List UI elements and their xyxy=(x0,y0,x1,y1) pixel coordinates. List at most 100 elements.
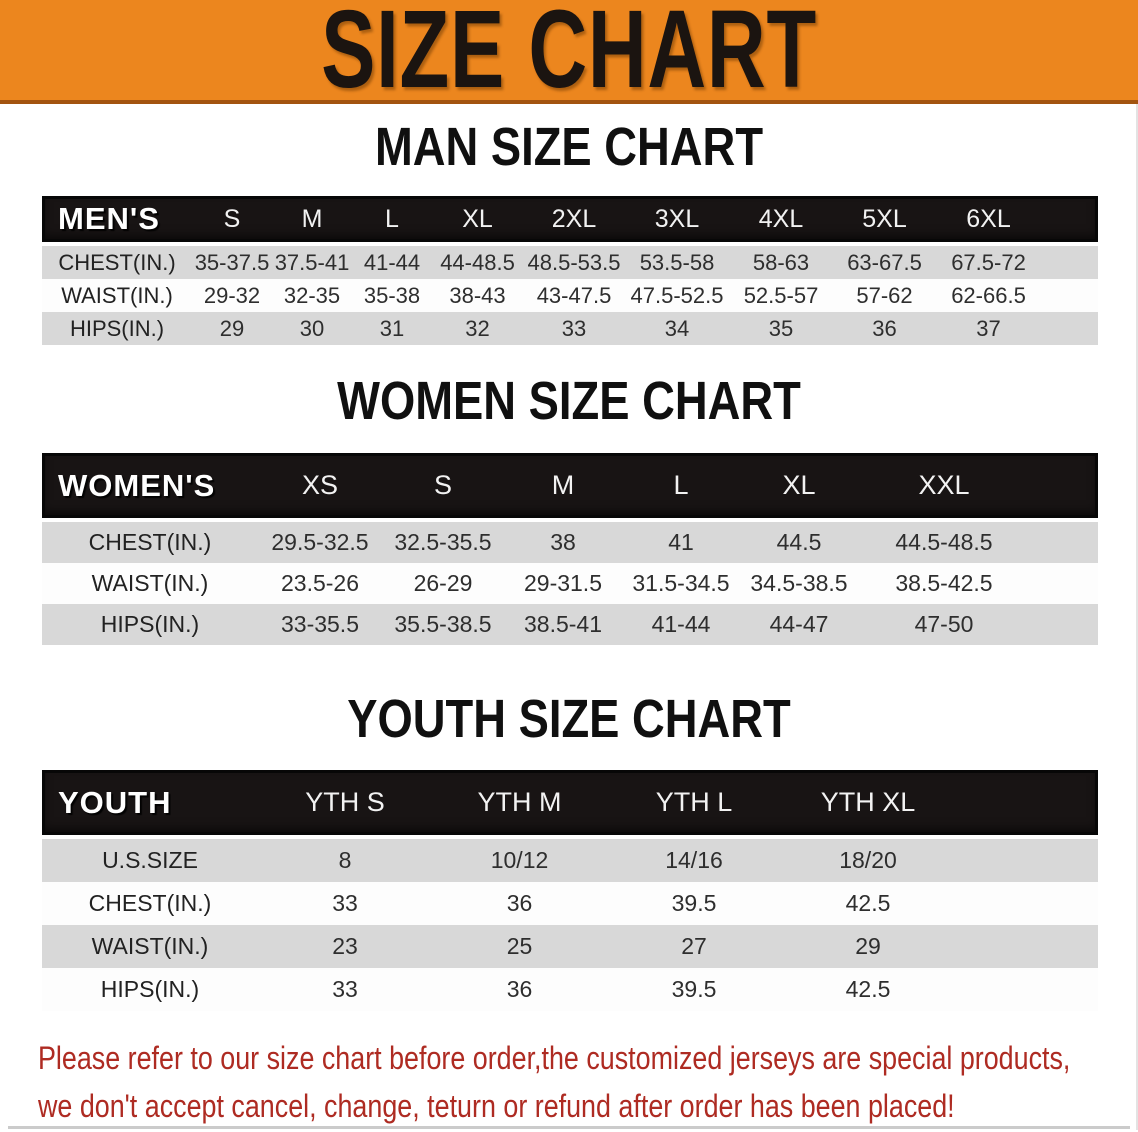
youth-size-table: YOUTH YTH S YTH M YTH L YTH XL U.S.SIZE … xyxy=(42,770,1098,1011)
womens-header-size: XS xyxy=(301,470,339,500)
spacer-cell xyxy=(955,968,1098,1011)
value-cell: 42.5 xyxy=(845,976,891,1002)
row-label-cell: WAIST(IN.) xyxy=(91,570,209,596)
value-cell: 41-44 xyxy=(363,249,421,275)
womens-header-size: XL xyxy=(782,470,816,500)
footer-note-line1: Please refer to our size chart before or… xyxy=(38,1040,1071,1076)
value-cell: 8 xyxy=(338,847,352,873)
right-edge-line xyxy=(1136,104,1138,1130)
mens-header-size: 6XL xyxy=(966,204,1011,233)
mens-table-header-row: MEN'S S M L XL 2XL 3XL 4XL 5XL 6XL xyxy=(42,196,1098,242)
value-cell: 48.5-53.5 xyxy=(527,249,621,275)
table-row-ussize: U.S.SIZE 8 10/12 14/16 18/20 xyxy=(42,839,1098,882)
banner: SIZE CHART xyxy=(0,0,1138,111)
value-cell: 37 xyxy=(976,315,1001,341)
row-label-cell: CHEST(IN.) xyxy=(58,249,176,275)
value-cell: 35-38 xyxy=(363,282,421,308)
value-cell: 36 xyxy=(506,976,533,1002)
table-row-waist: WAIST(IN.) 29-32 32-35 35-38 38-43 43-47… xyxy=(42,279,1098,312)
section-heading-women: WOMEN SIZE CHART xyxy=(0,370,1138,432)
value-cell: 14/16 xyxy=(665,847,723,873)
value-cell: 23 xyxy=(332,933,358,959)
value-cell: 37.5-41 xyxy=(274,249,350,275)
value-cell: 58-63 xyxy=(752,249,810,275)
value-cell: 38-43 xyxy=(449,282,506,308)
value-cell: 39.5 xyxy=(671,890,717,916)
footer-note-line2: we don't accept cancel, change, teturn o… xyxy=(38,1088,955,1124)
mens-header-size: XL xyxy=(462,204,493,233)
youth-header-size: YTH L xyxy=(655,787,733,817)
spacer-cell xyxy=(1030,453,1098,518)
value-cell: 62-66.5 xyxy=(951,282,1026,308)
spacer-cell xyxy=(1041,279,1098,312)
youth-header-label: YOUTH xyxy=(58,784,172,820)
value-cell: 38 xyxy=(550,529,576,555)
row-label-cell: CHEST(IN.) xyxy=(88,529,212,555)
value-cell: 34.5-38.5 xyxy=(750,570,848,596)
value-cell: 35-37.5 xyxy=(194,249,270,275)
value-cell: 33 xyxy=(561,315,587,341)
section-heading-men-text: MAN SIZE CHART xyxy=(374,117,764,177)
value-cell: 25 xyxy=(506,933,533,959)
spacer-cell xyxy=(1041,196,1098,242)
value-cell: 10/12 xyxy=(490,847,549,873)
mens-header-size: 3XL xyxy=(654,204,700,233)
section-heading-men: MAN SIZE CHART xyxy=(0,116,1138,178)
table-row-chest: CHEST(IN.) 29.5-32.5 32.5-35.5 38 41 44.… xyxy=(42,522,1098,563)
value-cell: 33-35.5 xyxy=(280,611,359,637)
mens-header-size: 4XL xyxy=(758,204,804,233)
womens-header-size: S xyxy=(433,470,452,500)
value-cell: 29-31.5 xyxy=(523,570,602,596)
table-row-hips: HIPS(IN.) 33 36 39.5 42.5 xyxy=(42,968,1098,1011)
mens-header-size: 5XL xyxy=(862,204,907,233)
spacer-cell xyxy=(1030,522,1098,563)
table-row-hips: HIPS(IN.) 29 30 31 32 33 34 35 36 37 xyxy=(42,312,1098,345)
value-cell: 35 xyxy=(768,315,794,341)
table-row-chest: CHEST(IN.) 33 36 39.5 42.5 xyxy=(42,882,1098,925)
row-label-cell: HIPS(IN.) xyxy=(69,315,165,341)
spacer-cell xyxy=(1030,563,1098,604)
value-cell: 18/20 xyxy=(839,847,897,873)
spacer-cell xyxy=(1041,312,1098,345)
value-cell: 32 xyxy=(465,315,490,341)
value-cell: 29 xyxy=(855,933,881,959)
value-cell: 47-50 xyxy=(914,611,974,637)
womens-table-header-row: WOMEN'S XS S M L XL XXL xyxy=(42,453,1098,518)
spacer-cell xyxy=(955,882,1098,925)
value-cell: 44-47 xyxy=(769,611,829,637)
value-cell: 30 xyxy=(299,315,325,341)
youth-header-size: YTH S xyxy=(305,787,385,817)
womens-header-size: M xyxy=(551,470,575,500)
womens-header-label: WOMEN'S xyxy=(58,467,216,503)
row-label-cell: WAIST(IN.) xyxy=(61,282,173,308)
value-cell: 44.5-48.5 xyxy=(895,529,993,555)
mens-header-label: MEN'S xyxy=(58,201,160,236)
value-cell: 53.5-58 xyxy=(639,249,715,275)
value-cell: 33 xyxy=(332,890,358,916)
mens-header-size: 2XL xyxy=(551,204,597,233)
value-cell: 39.5 xyxy=(671,976,717,1002)
value-cell: 44-48.5 xyxy=(440,249,515,275)
value-cell: 35.5-38.5 xyxy=(394,611,492,637)
value-cell: 67.5-72 xyxy=(951,249,1026,275)
section-heading-women-text: WOMEN SIZE CHART xyxy=(337,371,801,431)
value-cell: 43-47.5 xyxy=(536,282,612,308)
youth-header-size: YTH XL xyxy=(820,787,916,817)
value-cell: 42.5 xyxy=(845,890,891,916)
mens-header-size: M xyxy=(301,204,323,233)
banner-title: SIZE CHART xyxy=(321,0,817,111)
value-cell: 63-67.5 xyxy=(847,249,922,275)
value-cell: 32.5-35.5 xyxy=(394,529,492,555)
mens-header-size: L xyxy=(385,204,399,233)
value-cell: 27 xyxy=(681,933,707,959)
bottom-divider xyxy=(8,1126,1130,1129)
value-cell: 36 xyxy=(872,315,897,341)
value-cell: 32-35 xyxy=(283,282,341,308)
value-cell: 29-32 xyxy=(203,282,261,308)
value-cell: 29 xyxy=(219,315,245,341)
value-cell: 38.5-41 xyxy=(523,611,602,637)
spacer-cell xyxy=(1041,246,1098,279)
value-cell: 36 xyxy=(506,890,533,916)
womens-size-table: WOMEN'S XS S M L XL XXL CHEST(IN.) 29.5-… xyxy=(42,453,1098,645)
table-row-waist: WAIST(IN.) 23.5-26 26-29 29-31.5 31.5-34… xyxy=(42,563,1098,604)
